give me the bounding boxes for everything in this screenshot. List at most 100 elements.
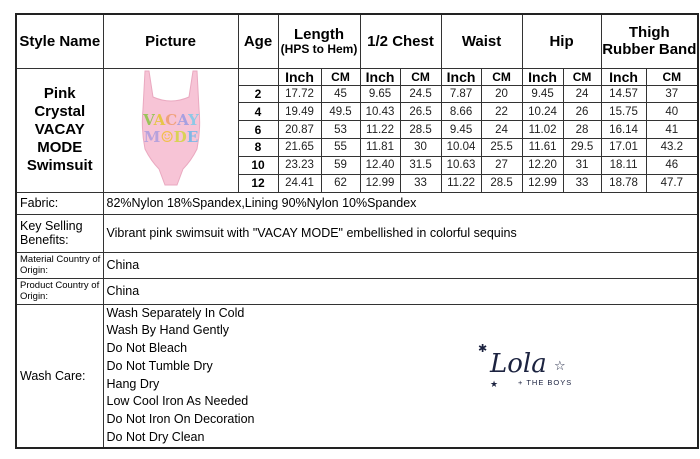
waist-in-cell: 11.22 [440,173,482,193]
hip-cm-cell: 28 [562,120,602,140]
product-picture: VACAY M☺DE [102,67,239,193]
hip-cm-cell: 29.5 [562,138,602,157]
asterisk-icon: ✱ [478,343,487,355]
chest-in-cell: 11.81 [359,138,401,157]
fabric-value: 82%Nylon 18%Spandex,Lining 90%Nylon 10%S… [102,191,699,215]
length-in-cell: 21.65 [277,138,322,157]
chest-cm-cell: 28.5 [399,120,442,140]
size-row: 4 19.49 49.5 10.43 26.5 8.66 22 10.24 26 15.75 40 [16,102,699,122]
age-cell: 6 [237,120,279,140]
wash-care-item: Wash By Hand Gently [106,323,230,338]
hip-cm-cell: 24 [562,84,602,104]
size-row: 12 24.41 62 12.99 33 11.22 28.5 12.99 33 18.78 47.… [16,173,699,193]
key-selling-label: Key Selling Benefits: [15,213,104,253]
length-cm-cell: 55 [320,138,361,157]
length-sub-label: (HPS to Hem) [280,42,358,57]
age-cell: 4 [237,102,279,122]
thigh-cm-cell: 40 [645,102,699,122]
thigh-in-cell: 14.57 [600,84,647,104]
chest-in-cell: 9.65 [359,84,401,104]
swimsuit-lettering-top: VACAY [142,111,199,129]
waist-cm-cell: 20 [480,84,523,104]
chest-cm-cell: 33 [399,173,442,193]
key-selling-row: Key Selling Benefits: Vibrant pink swims… [15,213,699,253]
chest-in-cell: 11.22 [359,120,401,140]
length-cm-cell: 59 [320,155,361,175]
thigh-cm-cell: 47.7 [645,173,699,193]
chest-in-cell: 12.99 [359,173,401,193]
length-cm-cell: 49.5 [320,102,361,122]
star-icon: ☆ [554,358,566,373]
header-row: Style Name Picture Age Length (HPS to Hem… [15,13,699,69]
swimsuit-image: VACAY M☺DE [141,70,200,185]
age-cell: 12 [237,173,279,193]
wash-care-list: Wash Separately In Cold Wash By Hand Gent… [104,305,697,447]
waist-in-cell: 10.04 [440,138,482,157]
waist-cm-cell: 22 [480,102,523,122]
length-in-cell: 23.23 [277,155,322,175]
header-picture: Picture [102,13,239,69]
waist-in-cell: 10.63 [440,155,482,175]
length-cm-cell: 62 [320,173,361,193]
unit-age-blank [237,67,279,86]
unit-cm: CM [645,67,699,86]
header-chest: 1/2 Chest [359,13,442,69]
unit-inch: Inch [521,67,564,86]
unit-inch: Inch [600,67,647,86]
wash-care-cell: Wash Separately In Cold Wash By Hand Gent… [102,303,699,449]
wash-care-item: Do Not Tumble Dry [106,358,213,373]
style-name: Pink Crystal VACAY MODE Swimsuit [15,67,104,193]
header-length: Length (HPS to Hem) [277,13,361,69]
unit-row: Pink Crystal VACAY MODE Swimsuit VACAY M… [15,67,699,193]
waist-in-cell: 7.87 [440,84,482,104]
product-origin-row: Product Country of Origin: China [15,277,699,305]
product-origin-label: Product Country of Origin: [15,277,104,305]
length-label: Length [294,26,344,44]
wash-care-row: Wash Care: Wash Separately In Cold Wash B… [15,303,699,449]
waist-cm-cell: 24 [480,120,523,140]
chest-cm-cell: 30 [399,138,442,157]
unit-cm: CM [562,67,602,86]
thigh-in-cell: 18.11 [600,155,647,175]
thigh-cm-cell: 37 [645,84,699,104]
hip-in-cell: 9.45 [521,84,564,104]
logo-name: Lola [489,349,547,379]
length-in-cell: 24.41 [277,173,322,193]
unit-cm: CM [399,67,442,86]
thigh-in-cell: 15.75 [600,102,647,122]
spec-sheet-table: Style Name Picture Age Length (HPS to Hem… [15,13,700,449]
lola-logo: ✱ Lola ☆ ★ + THE BOYS [478,343,572,389]
size-row: 6 20.87 53 11.22 28.5 9.45 24 11.02 28 16.14 41 [16,120,699,140]
wash-care-item: Wash Separately In Cold [106,305,245,320]
length-in-cell: 19.49 [277,102,322,122]
hip-in-cell: 10.24 [521,102,564,122]
waist-cm-cell: 27 [480,155,523,175]
thigh-cm-cell: 43.2 [645,138,699,157]
length-in-cell: 20.87 [277,120,322,140]
header-age: Age [237,13,279,69]
hip-cm-cell: 31 [562,155,602,175]
logo-tagline: + THE BOYS [518,378,572,387]
fabric-label: Fabric: [15,191,104,215]
material-origin-label: Material Country of Origin: [15,251,104,279]
chest-in-cell: 10.43 [359,102,401,122]
waist-cm-cell: 28.5 [480,173,523,193]
unit-cm: CM [480,67,523,86]
header-thigh: Thigh Rubber Band [600,13,699,69]
unit-inch: Inch [440,67,482,86]
header-style-name: Style Name [15,13,104,69]
chest-cm-cell: 24.5 [399,84,442,104]
thigh-cm-cell: 46 [645,155,699,175]
product-origin-value: China [102,277,699,305]
wash-care-item: Do Not Dry Clean [106,430,205,445]
thigh-in-cell: 18.78 [600,173,647,193]
unit-cm: CM [320,67,361,86]
length-cm-cell: 53 [320,120,361,140]
hip-in-cell: 12.99 [521,173,564,193]
wash-care-item: Do Not Iron On Decoration [106,412,255,427]
chest-in-cell: 12.40 [359,155,401,175]
thigh-cm-cell: 41 [645,120,699,140]
material-origin-row: Material Country of Origin: China [15,251,699,279]
waist-in-cell: 9.45 [440,120,482,140]
hip-cm-cell: 26 [562,102,602,122]
